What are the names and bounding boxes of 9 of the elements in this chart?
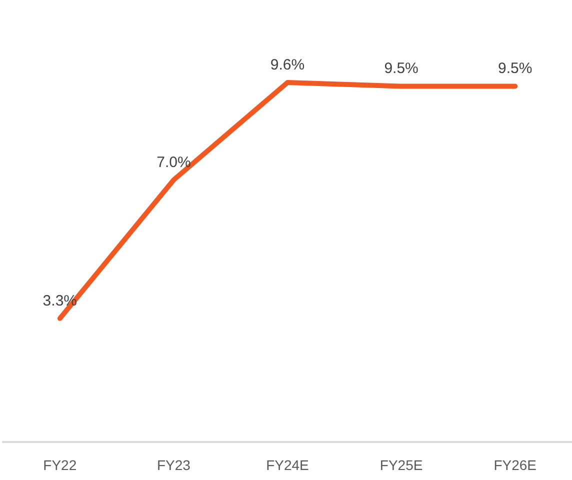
data-label: 7.0% <box>156 154 191 171</box>
x-tick-label: FY25E <box>380 457 423 473</box>
x-tick-label: FY23 <box>156 457 191 473</box>
x-tick-label: FY22 <box>43 457 77 473</box>
x-tick-label: FY24E <box>266 457 309 473</box>
data-label: 9.5% <box>384 60 418 78</box>
data-label: 9.6% <box>270 56 305 74</box>
x-tick-label: FY26E <box>494 457 537 473</box>
data-label: 9.5% <box>498 60 532 78</box>
